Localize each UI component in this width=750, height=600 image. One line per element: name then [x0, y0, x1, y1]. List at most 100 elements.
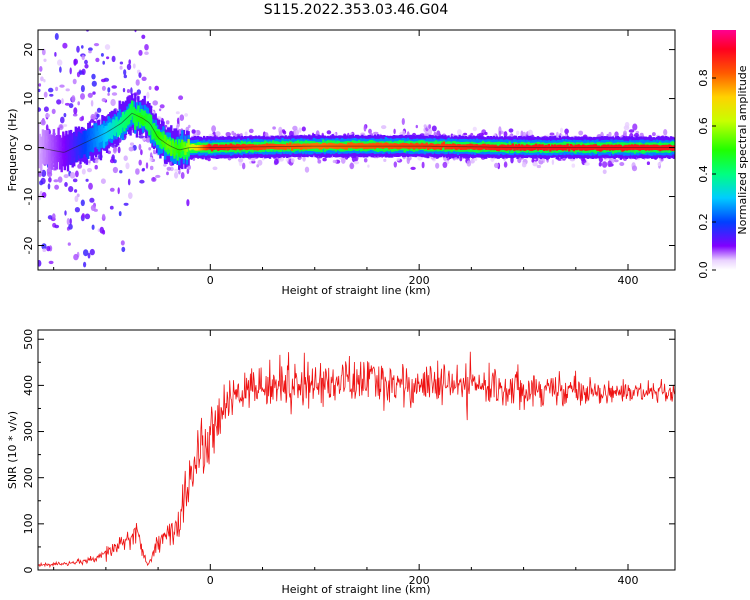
- spectrogram-cell: [423, 124, 427, 129]
- spectrogram-cell: [524, 145, 527, 151]
- spectrogram-cell: [165, 120, 170, 125]
- spectrogram-cell: [81, 213, 85, 219]
- spectrogram-cell: [135, 112, 139, 122]
- spectrogram-marks: [38, 24, 675, 367]
- spectrogram-cell: [115, 119, 118, 129]
- spectrogram-cell: [87, 128, 90, 145]
- spectrogram-cell: [59, 84, 65, 88]
- spectrogram-cell: [96, 107, 102, 113]
- spectrogram-cell: [166, 166, 172, 171]
- spectrogram-cell: [359, 142, 363, 149]
- spectrogram-cell: [54, 52, 57, 57]
- spectrogram-cell: [184, 146, 187, 155]
- spectrogram-cell: [154, 131, 157, 140]
- spectrogram-cell: [94, 164, 98, 170]
- spectrogram-cell: [607, 160, 613, 168]
- spectrogram-cell: [148, 86, 152, 90]
- spectrogram-ylabel: Frequency (Hz): [6, 109, 19, 192]
- spectrogram-cell: [81, 115, 84, 121]
- spectrogram-cell: [156, 130, 159, 140]
- spectrogram-cell: [302, 156, 306, 162]
- spectrogram-cell: [84, 137, 87, 146]
- spectrogram-cell: [253, 144, 256, 151]
- spectrogram-cell: [638, 145, 641, 151]
- spectrogram-cell: [571, 163, 576, 168]
- spectrogram-cell: [119, 170, 123, 174]
- spectrogram-cell: [79, 141, 82, 151]
- spectrogram-cell: [431, 125, 437, 132]
- spectrogram-cell: [136, 24, 139, 27]
- spectrogram-cell: [73, 141, 76, 151]
- spectrogram-cell: [434, 144, 438, 150]
- spectrogram-cell: [45, 124, 49, 132]
- spectrogram-cell: [126, 89, 131, 93]
- spectrogram-cell: [345, 144, 348, 150]
- spectrogram-cell: [406, 156, 410, 165]
- spectrogram-cell: [304, 144, 308, 150]
- spectrogram-cell: [412, 144, 416, 150]
- spectrogram-cell: [494, 162, 499, 168]
- spectrogram-cell: [58, 360, 61, 367]
- spectrogram-cell: [72, 178, 78, 183]
- spectrogram-cell: [51, 142, 54, 151]
- spectrogram-cell: [91, 136, 95, 153]
- spectrogram-cell: [171, 140, 175, 150]
- spectrogram-cell: [146, 91, 150, 99]
- spectrogram-cell: [81, 54, 85, 61]
- spectrogram-cell: [541, 144, 544, 150]
- snr-xtick-label: 400: [618, 574, 639, 587]
- spectrogram-cell: [326, 130, 332, 135]
- spectrogram-cell: [225, 144, 228, 150]
- spectrogram-cell: [242, 143, 245, 150]
- spectrogram-cell: [72, 78, 77, 85]
- spectrogram-cell: [514, 144, 518, 150]
- spectrogram-cell: [341, 157, 346, 164]
- spectrogram-cell: [77, 139, 81, 149]
- spectrogram-cell: [433, 144, 436, 150]
- spectrogram-cell: [623, 125, 630, 131]
- snr-ticks: 0 200 400 0 100 200 300 400 500: [22, 329, 675, 587]
- spectrogram-cell: [248, 128, 254, 134]
- spectrogram-cell: [442, 161, 448, 168]
- spectrogram-cell: [111, 85, 117, 89]
- spectrogram-cell: [105, 131, 109, 140]
- spectrogram-cell: [409, 142, 413, 149]
- spectrogram-cell: [154, 85, 159, 91]
- snr-panel: 0 200 400 0 100 200 300 400 500 Height of straig…: [6, 329, 676, 596]
- spectrogram-cell: [47, 215, 53, 220]
- spectrogram-cell: [130, 87, 133, 95]
- spectrogram-cell: [178, 139, 181, 155]
- spectrogram-cell: [60, 116, 65, 124]
- spectrogram-cell: [49, 144, 52, 161]
- spectrogram-cell: [160, 135, 164, 145]
- spectrogram-cell: [135, 79, 140, 86]
- snr-line: [38, 351, 675, 569]
- spectrogram-cell: [43, 146, 46, 155]
- spectrogram-cell: [283, 130, 287, 135]
- spectrogram-cell: [85, 135, 88, 144]
- colorbar: 0.0 0.2 0.4 0.6 0.8 Normalized spectral ampl…: [697, 30, 749, 279]
- spectrogram-cell: [120, 240, 125, 246]
- spectrogram-cell: [64, 182, 68, 187]
- spectrogram-cell: [123, 202, 129, 206]
- spectrogram-cell: [668, 144, 671, 150]
- spectrogram-cell: [173, 147, 176, 157]
- spectrogram-cell: [402, 130, 406, 136]
- spectrogram-cell: [572, 145, 576, 152]
- spectrogram-cell: [41, 192, 47, 198]
- spectrogram-cell: [368, 128, 372, 134]
- spectrogram-cell: [54, 184, 59, 190]
- spectrogram-cell: [49, 141, 52, 150]
- spectrogram-cell: [174, 168, 180, 172]
- spectrogram-cell: [619, 162, 625, 166]
- spectrogram-cell: [530, 145, 533, 151]
- spectrogram-cell: [405, 143, 408, 149]
- spectrogram-cell: [63, 174, 69, 179]
- spectrogram-cell: [60, 146, 63, 156]
- spectrogram-cell: [566, 143, 569, 150]
- spectrogram-cell: [185, 144, 189, 160]
- spectrogram-cell: [525, 144, 529, 150]
- spectrogram-cell: [38, 194, 42, 201]
- spectrogram-cell: [66, 218, 70, 225]
- spectrogram-cell: [109, 158, 115, 164]
